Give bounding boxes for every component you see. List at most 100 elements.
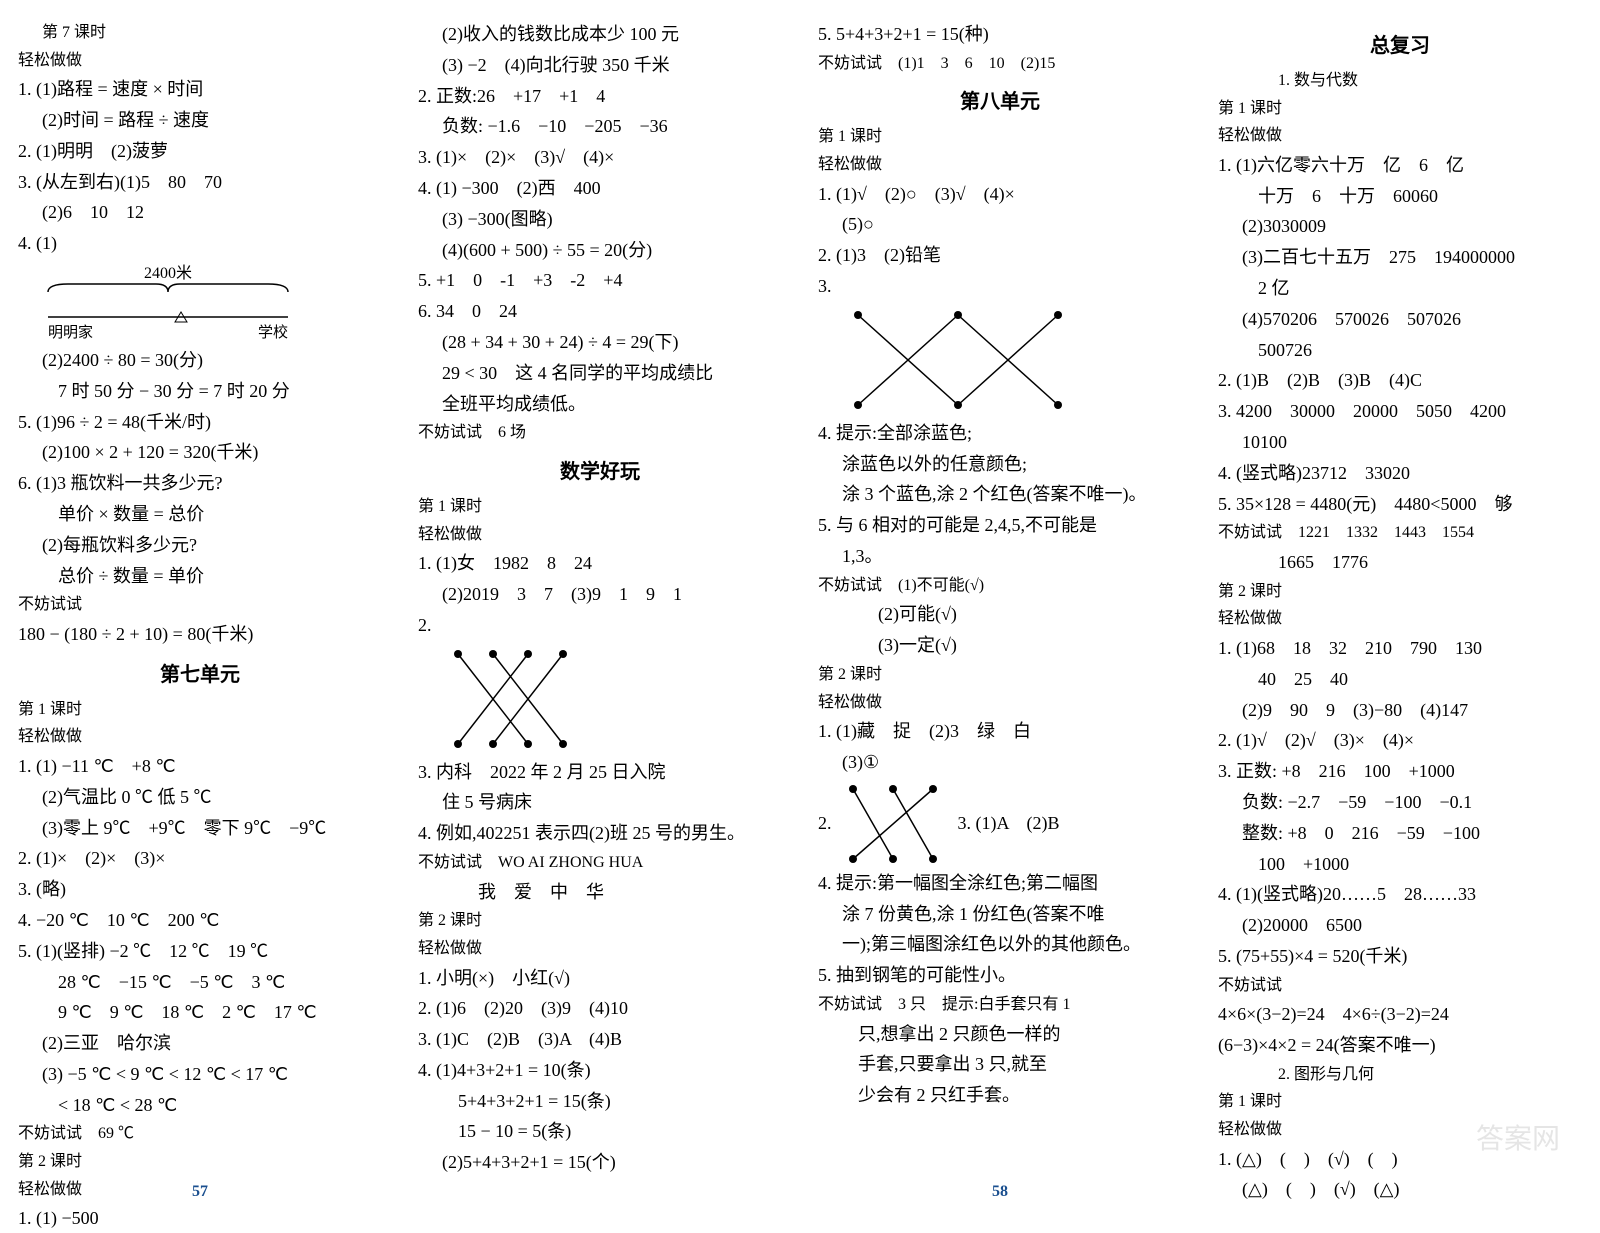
text-line: 2. [418, 611, 782, 640]
diagram: 2400米明明家学校 [38, 262, 382, 342]
column-1: 第 7 课时轻松做做1. (1)路程 = 速度 × 时间(2)时间 = 路程 ÷… [0, 0, 400, 1213]
text-line: 3. (从左到右)(1)5 80 70 [18, 168, 382, 197]
text-line: (6−3)×4×2 = 24(答案不唯一) [1218, 1031, 1582, 1060]
text-line: (3)二百七十五万 275 194000000 [1218, 243, 1582, 272]
text-line: 10100 [1218, 428, 1582, 457]
text-line: 4. −20 ℃ 10 ℃ 200 ℃ [18, 906, 382, 935]
text-line: 1. (1)藏 捉 (2)3 绿 白 [818, 717, 1182, 746]
text-line: 4. (1)(竖式略)20……5 28……33 [1218, 880, 1582, 909]
text-line: 5. 抽到钢笔的可能性小。 [818, 961, 1182, 990]
text-line: 轻松做做 [818, 152, 1182, 178]
svg-text:学校: 学校 [258, 324, 288, 341]
text-line: 总价 ÷ 数量 = 单价 [18, 562, 382, 591]
text-line: 轻松做做 [818, 690, 1182, 716]
page-number: 58 [800, 1179, 1200, 1205]
text-line: 5. 35×128 = 4480(元) 4480<5000 够 [1218, 490, 1582, 519]
text-line: 7 时 50 分 − 30 分 = 7 时 20 分 [18, 377, 382, 406]
text-line: (2)3030009 [1218, 212, 1582, 241]
text-line: 不妨试试 3 只 提示:白手套只有 1 [818, 992, 1182, 1018]
text-line: 180 − (180 ÷ 2 + 10) = 80(千米) [18, 620, 382, 649]
text-line: 1. (1)√ (2)○ (3)√ (4)× [818, 180, 1182, 209]
text-line: (2)9 90 9 (3)−80 (4)147 [1218, 696, 1582, 725]
text-line: 4. (1) −300 (2)西 400 [418, 174, 782, 203]
cross4x4-diagram [438, 644, 578, 754]
text-line: 只,想拿出 2 只颜色一样的 [818, 1020, 1182, 1049]
text-line: 第 1 课时 [18, 697, 382, 723]
section-title: 数学好玩 [418, 456, 782, 488]
column-4: 总复习1. 数与代数第 1 课时轻松做做1. (1)六亿零六十万 亿 6 亿十万… [1200, 0, 1600, 1213]
text-line: 整数: +8 0 216 −59 −100 [1218, 819, 1582, 848]
text-line: 5. 与 6 相对的可能是 2,4,5,不可能是 [818, 511, 1182, 540]
text-line: 5. (1)(竖排) −2 ℃ 12 ℃ 19 ℃ [18, 937, 382, 966]
diagram [438, 644, 782, 754]
text-line: 第 1 课时 [418, 494, 782, 520]
text-line: 1. (1)68 18 32 210 790 130 [1218, 634, 1582, 663]
column-3: 5. 5+4+3+2+1 = 15(种)不妨试试 (1)1 3 6 10 (2)… [800, 0, 1200, 1213]
text-line: 2. (1)× (2)× (3)× [18, 844, 382, 873]
text-line: (△) ( ) (√) (△) [1218, 1175, 1582, 1204]
row-prefix: 2. [818, 809, 832, 838]
text-line: 9 ℃ 9 ℃ 18 ℃ 2 ℃ 17 ℃ [18, 998, 382, 1027]
text-line: 第 1 课时 [1218, 1089, 1582, 1115]
text-line: (2)时间 = 路程 ÷ 速度 [18, 106, 382, 135]
text-line: 轻松做做 [1218, 1117, 1582, 1143]
text-line: 5. (1)96 ÷ 2 = 48(千米/时) [18, 408, 382, 437]
text-line: (2)三亚 哈尔滨 [18, 1029, 382, 1058]
text-line: 3. 正数: +8 216 100 +1000 [1218, 757, 1582, 786]
text-line: 第 1 课时 [1218, 96, 1582, 122]
text-line: (2)2019 3 7 (3)9 1 9 1 [418, 580, 782, 609]
text-line: 涂 3 个蓝色,涂 2 个红色(答案不唯一)。 [818, 480, 1182, 509]
text-line: 5. (75+55)×4 = 520(千米) [1218, 942, 1582, 971]
text-line: (3) −300(图略) [418, 205, 782, 234]
text-line: 1. 数与代数 [1218, 68, 1582, 94]
text-line: 十万 6 十万 60060 [1218, 182, 1582, 211]
row-after: 3. (1)A (2)B [958, 809, 1060, 838]
text-line: 轻松做做 [18, 724, 382, 750]
section-title: 第七单元 [18, 659, 382, 691]
text-line: 不妨试试 69 ℃ [18, 1121, 382, 1147]
text-line: 6. 34 0 24 [418, 297, 782, 326]
text-line: 我 爱 中 华 [418, 878, 782, 907]
text-line: (4)570206 570026 507026 [1218, 305, 1582, 334]
text-line: 2. 图形与几何 [1218, 1062, 1582, 1088]
text-line: (2)5+4+3+2+1 = 15(个) [418, 1148, 782, 1177]
text-line: 500726 [1218, 336, 1582, 365]
text-line: (5)○ [818, 210, 1182, 239]
text-line: 全班平均成绩低。 [418, 390, 782, 419]
text-line: 1665 1776 [1218, 548, 1582, 577]
text-line: 2. (1)B (2)B (3)B (4)C [1218, 366, 1582, 395]
page-number: 57 [0, 1179, 400, 1205]
text-line: (2)100 × 2 + 120 = 320(千米) [18, 438, 382, 467]
text-line: 2 亿 [1218, 274, 1582, 303]
text-line: 轻松做做 [1218, 606, 1582, 632]
text-line: 不妨试试 WO AI ZHONG HUA [418, 850, 782, 876]
text-line: 第 1 课时 [818, 124, 1182, 150]
text-line: 轻松做做 [18, 48, 382, 74]
text-line: 单价 × 数量 = 总价 [18, 500, 382, 529]
text-line: (2)收入的钱数比成本少 100 元 [418, 20, 782, 49]
text-line: 不妨试试 [18, 592, 382, 618]
text-line: 少会有 2 只红手套。 [818, 1081, 1182, 1110]
text-line: (2)2400 ÷ 80 = 30(分) [18, 346, 382, 375]
text-line: 轻松做做 [1218, 123, 1582, 149]
text-line: 3. (1)C (2)B (3)A (4)B [418, 1025, 782, 1054]
text-line: 不妨试试 (1)不可能(√) [818, 573, 1182, 599]
text-line: 不妨试试 6 场 [418, 420, 782, 446]
text-line: 2. (1)明明 (2)菠萝 [18, 137, 382, 166]
text-line: (2)20000 6500 [1218, 911, 1582, 940]
text-line: 不妨试试 1221 1332 1443 1554 [1218, 520, 1582, 546]
text-line: 4. 提示:全部涂蓝色; [818, 419, 1182, 448]
bracket2400-diagram: 2400米明明家学校 [38, 262, 298, 342]
text-line: 4. (1)4+3+2+1 = 10(条) [418, 1056, 782, 1085]
text-line: 1. (1)女 1982 8 24 [418, 549, 782, 578]
text-line: 28 ℃ −15 ℃ −5 ℃ 3 ℃ [18, 968, 382, 997]
text-line: 第 2 课时 [818, 662, 1182, 688]
text-line: 负数: −2.7 −59 −100 −0.1 [1218, 788, 1582, 817]
text-line: 4×6×(3−2)=24 4×6÷(3−2)=24 [1218, 1000, 1582, 1029]
text-line: < 18 ℃ < 28 ℃ [18, 1091, 382, 1120]
text-line: 住 5 号病床 [418, 788, 782, 817]
text-line: 不妨试试 (1)1 3 6 10 (2)15 [818, 51, 1182, 77]
svg-text:明明家: 明明家 [48, 324, 93, 341]
text-line: 15 − 10 = 5(条) [418, 1117, 782, 1146]
text-line: 40 25 40 [1218, 665, 1582, 694]
